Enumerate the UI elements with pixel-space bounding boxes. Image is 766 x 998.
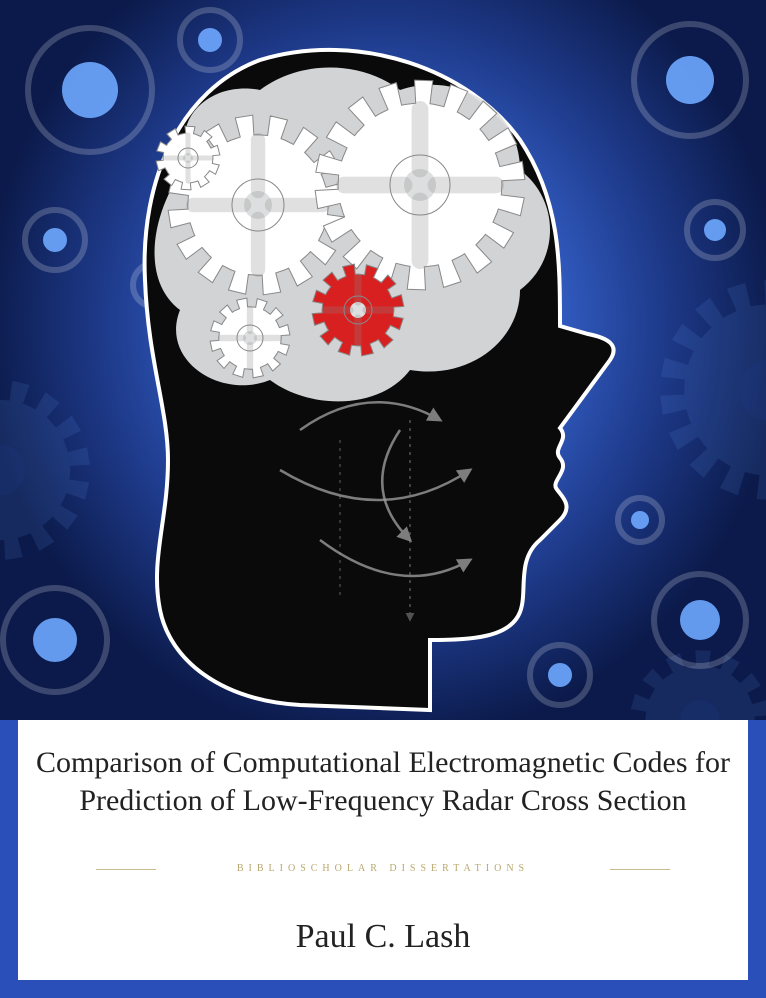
series-label: BIBLIOSCHOLAR DISSERTATIONS bbox=[36, 863, 730, 874]
book-cover: Comparison of Computational Electromagne… bbox=[0, 0, 766, 998]
author-name: Paul C. Lash bbox=[36, 918, 730, 962]
cover-art-svg bbox=[0, 0, 766, 720]
title-band: Comparison of Computational Electromagne… bbox=[18, 720, 748, 980]
book-title: Comparison of Computational Electromagne… bbox=[36, 744, 730, 819]
cover-art bbox=[0, 0, 766, 720]
